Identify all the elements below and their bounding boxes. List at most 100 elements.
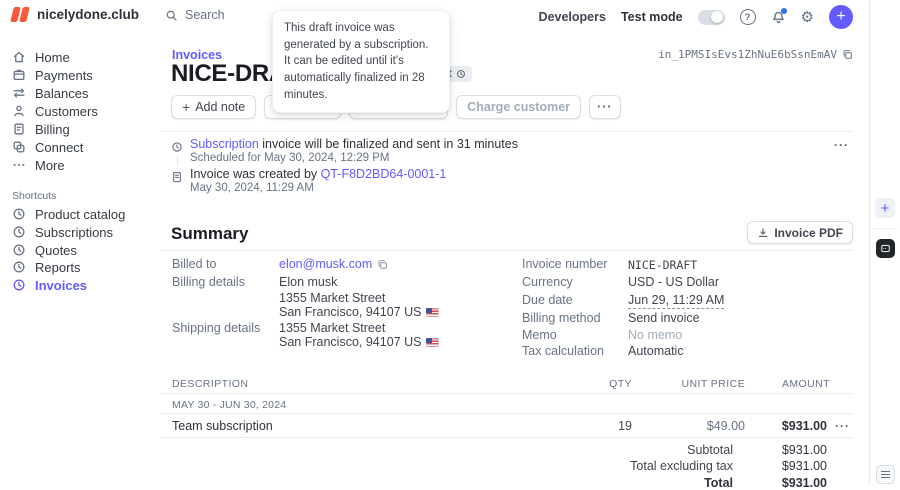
sidebar-item-more[interactable]: More bbox=[12, 157, 65, 173]
line-item-qty: 19 bbox=[618, 419, 632, 433]
shortcut-invoices[interactable]: Invoices bbox=[12, 277, 87, 293]
timeline-more-button[interactable]: ··· bbox=[834, 138, 849, 152]
tax-calculation-label: Tax calculation bbox=[522, 344, 604, 358]
developers-link[interactable]: Developers bbox=[538, 10, 606, 24]
table-divider bbox=[160, 437, 853, 438]
brand-name: nicelydone.club bbox=[37, 7, 140, 22]
billing-icon bbox=[14, 123, 24, 135]
payments-icon bbox=[13, 69, 25, 81]
sidebar-item-home[interactable]: Home bbox=[12, 49, 70, 65]
notification-dot bbox=[780, 7, 787, 14]
shortcut-subscriptions[interactable]: Subscriptions bbox=[12, 224, 113, 240]
rail-dev-tools-button[interactable] bbox=[876, 239, 895, 258]
billing-city: San Francisco, 94107 US bbox=[279, 305, 440, 319]
breadcrumb[interactable]: Invoices bbox=[172, 48, 223, 62]
shortcut-product-catalog[interactable]: Product catalog bbox=[12, 206, 125, 222]
add-note-button[interactable]: + Add note bbox=[171, 95, 257, 119]
rail-add-button[interactable]: + bbox=[875, 198, 895, 218]
section-divider bbox=[160, 131, 853, 132]
sidebar-item-billing[interactable]: Billing bbox=[12, 121, 70, 137]
search-label: Search bbox=[185, 8, 225, 22]
us-flag-icon bbox=[426, 308, 440, 317]
shipping-street: 1355 Market Street bbox=[279, 321, 386, 335]
sidebar-item-balances[interactable]: Balances bbox=[12, 85, 88, 101]
search-input[interactable]: Search bbox=[165, 8, 225, 22]
rail-divider bbox=[873, 228, 897, 229]
shortcut-label: Quotes bbox=[35, 242, 77, 258]
line-item-amount: $931.00 bbox=[781, 419, 827, 433]
billing-street: 1355 Market Street bbox=[279, 291, 386, 305]
shipping-details-label: Shipping details bbox=[172, 321, 261, 335]
quote-link[interactable]: QT-F8D2BD64-0001-1 bbox=[320, 167, 447, 181]
summary-heading: Summary bbox=[171, 224, 249, 243]
brand-logo-icon bbox=[10, 7, 30, 22]
draft-clock-icon bbox=[456, 70, 465, 78]
billing-name: Elon musk bbox=[279, 275, 338, 289]
sidebar-item-label: Home bbox=[35, 49, 70, 65]
timeline-item-finalize-timestamp: Scheduled for May 30, 2024, 12:29 PM bbox=[190, 152, 390, 164]
charge-customer-button[interactable]: Charge customer bbox=[456, 95, 582, 119]
invoice-number-value: NICE-DRAFT bbox=[628, 258, 698, 272]
create-button[interactable]: + bbox=[829, 5, 853, 29]
shortcut-label: Product catalog bbox=[35, 206, 126, 222]
sidebar-item-label: Balances bbox=[35, 85, 89, 101]
shortcut-reports[interactable]: Reports bbox=[12, 259, 81, 275]
billing-details-label: Billing details bbox=[172, 275, 245, 289]
search-icon bbox=[166, 10, 177, 21]
currency-value: USD - US Dollar bbox=[628, 275, 719, 289]
clock-icon bbox=[13, 261, 25, 273]
draft-tooltip: This draft invoice was generated by a su… bbox=[272, 10, 450, 114]
currency-label: Currency bbox=[522, 275, 573, 289]
sidebar-item-label: Customers bbox=[35, 103, 98, 119]
line-item-unit-price: $49.00 bbox=[706, 419, 745, 433]
line-item-more-button[interactable]: ··· bbox=[835, 419, 850, 433]
sidebar-item-payments[interactable]: Payments bbox=[12, 67, 93, 83]
billed-to-label: Billed to bbox=[172, 257, 217, 271]
bell-icon bbox=[772, 11, 784, 23]
test-mode-label: Test mode bbox=[620, 10, 683, 24]
invoice-id: in_1PMSIsEvs1ZhNuE6bSsnEmAV bbox=[658, 48, 837, 61]
total-label: Total bbox=[704, 476, 733, 490]
sidebar-item-label: Connect bbox=[35, 139, 84, 155]
more-actions-button[interactable]: ··· bbox=[589, 95, 621, 119]
subscription-link[interactable]: Subscription bbox=[190, 137, 259, 151]
topbar-right: Developers Test mode ? ⚙ + bbox=[539, 5, 853, 29]
summary-divider bbox=[160, 250, 853, 251]
timeline-document-icon bbox=[171, 170, 183, 188]
sidebar-item-label: More bbox=[35, 157, 65, 173]
shortcut-quotes[interactable]: Quotes bbox=[12, 242, 77, 258]
sidebar-item-connect[interactable]: Connect bbox=[12, 139, 83, 155]
shortcut-label: Invoices bbox=[35, 277, 88, 293]
hamburger-icon bbox=[881, 470, 890, 472]
billed-to-value: elon@musk.com bbox=[279, 257, 388, 271]
draft-tooltip-text: This draft invoice was generated by a su… bbox=[284, 22, 429, 101]
sidebar-item-label: Payments bbox=[35, 67, 93, 83]
subtotal-label: Subtotal bbox=[687, 443, 733, 457]
shortcuts-heading: Shortcuts bbox=[12, 190, 57, 202]
clock-icon bbox=[13, 226, 25, 238]
copy-icon[interactable] bbox=[842, 49, 853, 60]
notifications-button[interactable] bbox=[771, 7, 787, 25]
help-icon[interactable]: ? bbox=[739, 9, 756, 25]
gear-icon[interactable]: ⚙ bbox=[800, 7, 814, 26]
invoice-number-label: Invoice number bbox=[522, 257, 608, 271]
shortcut-label: Reports bbox=[35, 259, 81, 275]
us-flag-icon bbox=[426, 338, 440, 347]
balances-icon bbox=[13, 88, 25, 98]
invoice-id-row: in_1PMSIsEvs1ZhNuE6bSsnEmAV bbox=[658, 48, 853, 61]
customer-email-link[interactable]: elon@musk.com bbox=[279, 257, 373, 271]
sidebar-item-customers[interactable]: Customers bbox=[12, 103, 98, 119]
timeline-item-created: Invoice was created by QT-F8D2BD64-0001-… bbox=[190, 167, 447, 181]
total-excluding-tax-label: Total excluding tax bbox=[630, 459, 733, 473]
due-date-label: Due date bbox=[522, 293, 573, 307]
timeline-item-finalize: Subscription invoice will be finalized a… bbox=[190, 137, 518, 151]
rail-menu-button[interactable] bbox=[876, 465, 895, 484]
copy-icon[interactable] bbox=[377, 259, 388, 270]
col-header-unit-price: Unit price bbox=[681, 378, 745, 390]
brand-logo[interactable]: nicelydone.club bbox=[10, 7, 140, 22]
invoice-pdf-button[interactable]: Invoice PDF bbox=[747, 221, 853, 244]
billing-method-label: Billing method bbox=[522, 311, 601, 325]
test-mode-toggle[interactable] bbox=[697, 9, 725, 25]
sidebar-item-label: Billing bbox=[35, 121, 70, 137]
plus-icon: + bbox=[182, 99, 191, 115]
